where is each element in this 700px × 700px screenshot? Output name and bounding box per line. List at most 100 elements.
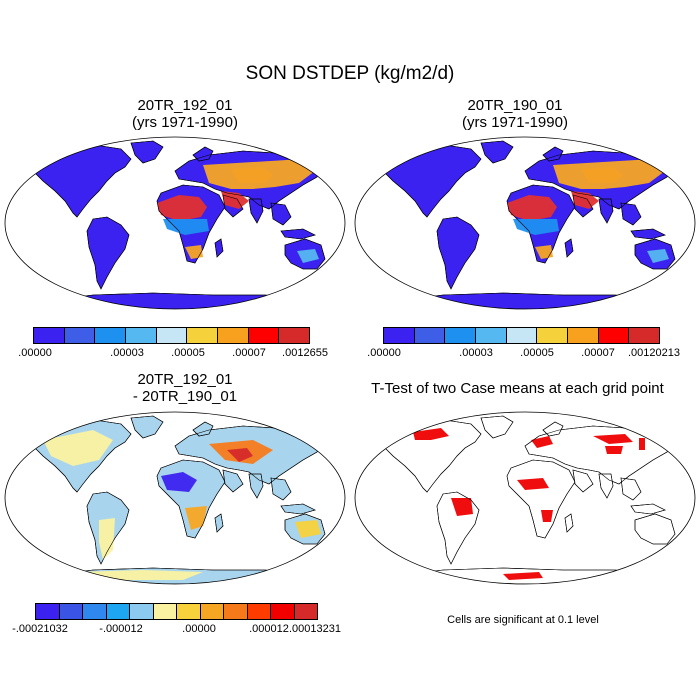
- figure-title: SON DSTDEP (kg/m2/d): [245, 63, 455, 84]
- colorbar-3-label: .00000: [182, 623, 216, 635]
- panel-title-3-line1: 20TR_192_01: [137, 371, 233, 388]
- coastline-scandinavia: [192, 146, 214, 162]
- field-sahara-high: [157, 195, 207, 221]
- colorbar-2-label: .00007: [581, 347, 615, 359]
- coastline-north-america: [26, 144, 132, 218]
- colorbar-1: [33, 327, 310, 344]
- colorbar-swatch: [130, 604, 154, 619]
- field-asia-mixed: [227, 448, 253, 462]
- map-border: [4, 411, 346, 585]
- colorbar-3-label: -.00021032: [12, 623, 68, 635]
- coastline-indonesia: [630, 228, 666, 240]
- field-australia-dust: [297, 249, 319, 263]
- coastline-india: [598, 473, 614, 499]
- panel-title-3-line2: - 20TR_190_01: [132, 388, 238, 405]
- field-sig-canada: [413, 428, 449, 440]
- coastline-eurasia: [174, 425, 322, 485]
- colorbar-1-label: .00000: [18, 347, 52, 359]
- field-sig-asia-c: [605, 446, 623, 454]
- colorbar-swatch: [247, 604, 271, 619]
- field-africa-pos: [185, 506, 207, 530]
- colorbar-3-label: .000012: [249, 623, 289, 635]
- coastline-greenland: [480, 415, 514, 439]
- coastline-south-america: [86, 491, 130, 565]
- coastline-africa: [506, 459, 576, 539]
- colorbar-swatch: [506, 328, 538, 343]
- panel-title-4-line1: T-Test of two Case means at each grid po…: [371, 380, 664, 397]
- colorbar-1-label: .0012655: [282, 347, 328, 359]
- field-s-america-diff: [99, 518, 115, 560]
- colorbar-swatch: [126, 328, 157, 343]
- coastline-australia: [284, 513, 326, 545]
- colorbar-swatch: [445, 328, 477, 343]
- field-kalahari: [535, 245, 553, 259]
- panel-title-1-line2: (yrs 1971-1990): [132, 114, 238, 131]
- coastline-arabia: [572, 194, 594, 218]
- colorbar-swatch: [106, 604, 130, 619]
- coastline-madagascar: [214, 238, 224, 258]
- colorbar-swatch: [414, 328, 446, 343]
- colorbar-swatch: [629, 328, 660, 343]
- field-sig-pacific: [639, 438, 645, 450]
- coastline-se-asia: [270, 202, 292, 226]
- field-sig-amazon: [451, 498, 473, 516]
- coastline-scandinavia: [542, 421, 564, 437]
- map-border: [354, 136, 696, 310]
- field-sig-europe: [531, 436, 553, 448]
- panel-title-2: 20TR_190_01 (yrs 1971-1990): [355, 97, 675, 131]
- field-n-america-diff: [43, 430, 113, 466]
- coastline-scandinavia: [192, 421, 214, 437]
- panel-title-4: T-Test of two Case means at each grid po…: [345, 380, 690, 397]
- colorbar-swatch: [64, 328, 96, 343]
- field-asia-mid: [203, 159, 315, 189]
- map-border: [354, 411, 696, 585]
- coastline-indonesia: [280, 228, 316, 240]
- field-sig-asia-n: [593, 434, 633, 444]
- coastline-india: [598, 198, 614, 224]
- coastline-arabia: [222, 194, 244, 218]
- colorbar-swatch: [156, 328, 188, 343]
- colorbar-swatch: [294, 604, 317, 619]
- colorbar-3-label: .00013231: [289, 623, 341, 635]
- coastline-australia: [284, 238, 326, 270]
- panel-title-1: 20TR_192_01 (yrs 1971-1990): [25, 97, 345, 131]
- colorbar-2-label: .00000: [367, 347, 401, 359]
- coastline-australia: [634, 238, 676, 270]
- colorbar-3-label: -.000012: [99, 623, 143, 635]
- colorbar-2-label: .00120213: [628, 347, 680, 359]
- coastline-arabia: [572, 469, 594, 493]
- colorbar-1-label: .00007: [232, 347, 266, 359]
- colorbar-swatch: [177, 604, 201, 619]
- coastline-eurasia: [524, 150, 672, 210]
- colorbar-swatch: [537, 328, 569, 343]
- coastline-india: [248, 198, 264, 224]
- field-sig-safrica: [541, 510, 553, 522]
- coastline-se-asia: [620, 477, 642, 501]
- coastline-indonesia: [280, 503, 316, 515]
- coastline-indonesia: [630, 503, 666, 515]
- colorbar-swatch: [200, 604, 224, 619]
- coastline-greenland: [130, 415, 164, 439]
- colorbar-swatch: [598, 328, 630, 343]
- colorbar-swatch: [34, 328, 65, 343]
- field-kalahari: [185, 245, 203, 259]
- colorbar-swatch: [384, 328, 415, 343]
- map-panel-3: [4, 411, 346, 585]
- coastline-africa: [156, 459, 226, 539]
- field-australia-dust: [647, 249, 669, 263]
- coastline-north-america: [376, 144, 482, 218]
- map-panel-1: [4, 136, 346, 310]
- colorbar-swatch: [59, 604, 83, 619]
- significance-footnote: Cells are significant at 0.1 level: [447, 614, 599, 626]
- panel-title-2-line1: 20TR_190_01: [467, 97, 563, 114]
- map-border: [4, 136, 346, 310]
- coastline-africa: [506, 184, 576, 264]
- colorbar-swatch: [36, 604, 60, 619]
- coastline-africa: [156, 184, 226, 264]
- coastline-north-america: [26, 419, 132, 493]
- coastline-madagascar: [564, 513, 574, 533]
- panel-title-2-line2: (yrs 1971-1990): [462, 114, 568, 131]
- colorbar-3: [35, 603, 318, 620]
- colorbar-2: [383, 327, 660, 344]
- colorbar-swatch: [248, 328, 280, 343]
